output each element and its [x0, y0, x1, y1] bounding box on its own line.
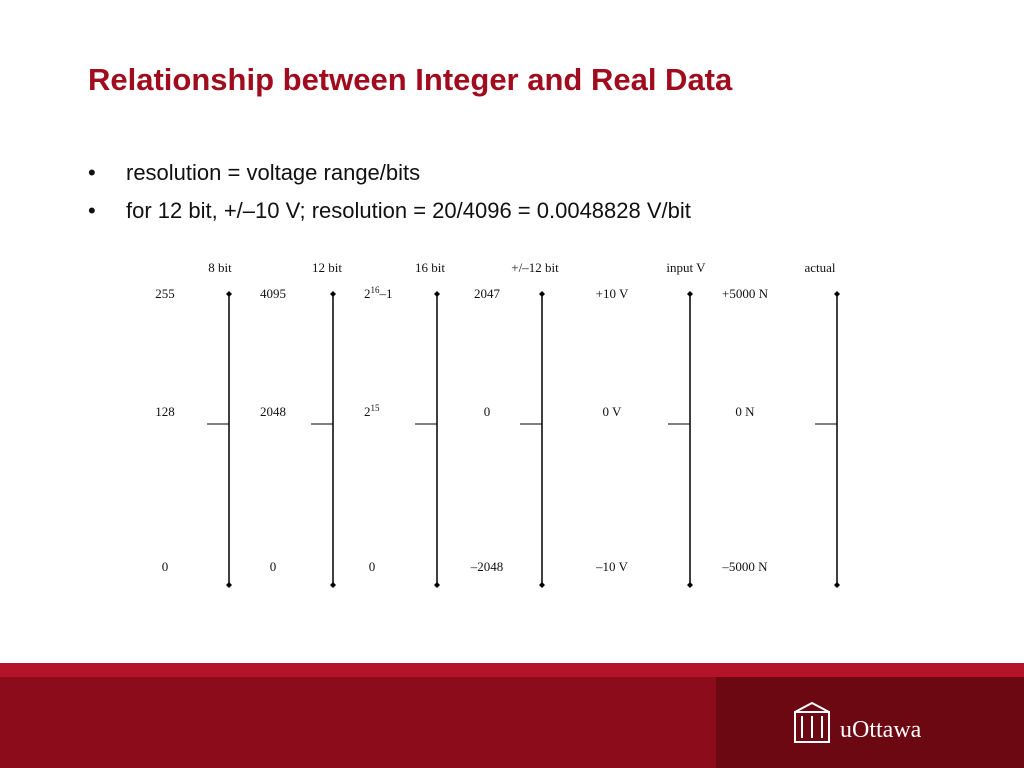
column-header: 16 bit [415, 260, 445, 275]
label-sup: 16 [371, 285, 381, 295]
value-label: 0 [369, 559, 376, 574]
bullet-list: resolution = voltage range/bits for 12 b… [88, 160, 691, 236]
bullet: resolution = voltage range/bits [88, 160, 691, 186]
value-label: 215 [364, 403, 380, 419]
value-label: 128 [155, 404, 175, 419]
value-label: –5000 N [721, 559, 768, 574]
end-marker [434, 582, 440, 588]
value-label: 4095 [260, 286, 286, 301]
end-marker [539, 291, 545, 297]
column-header: 8 bit [208, 260, 232, 275]
end-marker [687, 582, 693, 588]
value-label: 0 V [603, 404, 623, 419]
end-marker [330, 291, 336, 297]
end-marker [539, 582, 545, 588]
value-label: +10 V [596, 286, 629, 301]
end-marker [834, 291, 840, 297]
label-base: 2 [364, 286, 371, 301]
label-sup: 15 [371, 403, 381, 413]
column-header: +/–12 bit [511, 260, 559, 275]
footer-panel [716, 677, 1024, 768]
end-marker [226, 291, 232, 297]
value-label: 216–1 [364, 285, 393, 301]
column-header: input V [666, 260, 706, 275]
footer-strip [0, 663, 1024, 677]
label-rest: –1 [379, 286, 393, 301]
end-marker [434, 291, 440, 297]
slide-title: Relationship between Integer and Real Da… [88, 62, 733, 97]
value-label: +5000 N [722, 286, 769, 301]
bullet: for 12 bit, +/–10 V; resolution = 20/409… [88, 198, 691, 224]
end-marker [330, 582, 336, 588]
value-label: 0 N [735, 404, 755, 419]
end-marker [687, 291, 693, 297]
value-label: 2048 [260, 404, 286, 419]
label-base: 2 [364, 404, 371, 419]
logo-icon [794, 701, 830, 743]
logo-text: uOttawa [840, 717, 922, 743]
value-label: 255 [155, 286, 175, 301]
value-label: 2047 [474, 286, 501, 301]
column-header: actual [804, 260, 835, 275]
value-label: –10 V [595, 559, 629, 574]
end-marker [834, 582, 840, 588]
value-label: 0 [484, 404, 491, 419]
column-header: 12 bit [312, 260, 342, 275]
value-label: 0 [270, 559, 277, 574]
value-label: 0 [162, 559, 169, 574]
value-label: –2048 [470, 559, 504, 574]
end-marker [226, 582, 232, 588]
